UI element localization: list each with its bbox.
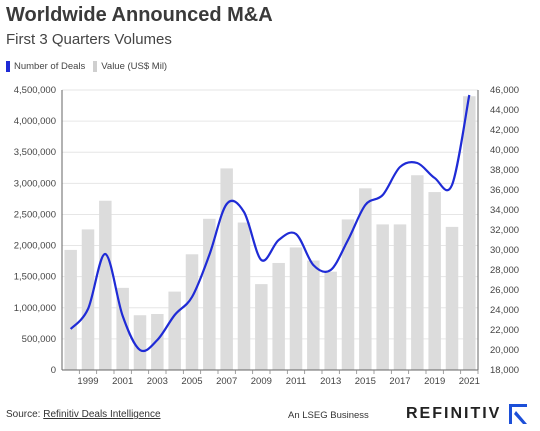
chart: 0 500,000 1,000,000 1,500,000 2,000,000 2,500… (14, 85, 519, 387)
bar (341, 219, 355, 370)
y-left-tick-label: 3,000,000 (14, 178, 56, 189)
y-right-tick-label: 40,000 (490, 145, 519, 156)
deals-line (69, 94, 471, 353)
legend: Number of Deals Value (US$ Mil) (6, 61, 175, 72)
y-left-tick-label: 1,500,000 (14, 272, 56, 283)
bar (411, 175, 424, 370)
bar (151, 314, 164, 370)
x-tick-label: 2015 (355, 376, 376, 387)
source-prefix: Source: (6, 409, 44, 420)
bar (272, 262, 285, 370)
y-right-tick-label: 32,000 (490, 225, 519, 236)
y-left-tick-label: 2,000,000 (14, 241, 56, 252)
y-right-tick-label: 36,000 (490, 185, 519, 196)
bar (307, 260, 320, 370)
y-left-tick-label: 4,000,000 (14, 116, 56, 127)
bar (133, 315, 147, 370)
y-left-tick-label: 3,500,000 (14, 147, 56, 158)
y-left-tick-label: 500,000 (22, 334, 56, 345)
x-tick-label: 2013 (320, 376, 341, 387)
source-link[interactable]: Refinitiv Deals Intelligence (43, 409, 161, 420)
y-right-tick-label: 44,000 (490, 105, 519, 116)
y-right-tick-label: 46,000 (490, 85, 519, 96)
y-right-tick-label: 26,000 (490, 285, 519, 296)
y-right-tick-label: 18,000 (490, 365, 519, 376)
refinitiv-logo: REFINITIV (406, 402, 529, 426)
y-left-tick-label: 4,500,000 (14, 85, 56, 96)
y-left-tick-label: 1,000,000 (14, 303, 56, 314)
refinitiv-mark-icon (509, 404, 528, 424)
chart-title: Worldwide Announced M&A (6, 4, 273, 26)
y-right-tick-label: 22,000 (490, 325, 519, 336)
x-tick-label: 2007 (216, 376, 237, 387)
y-right-tick-label: 30,000 (490, 245, 519, 256)
x-tick-label: 2021 (459, 376, 480, 387)
bar (428, 192, 441, 370)
legend-label-deals: Number of Deals (14, 61, 86, 72)
bar (185, 254, 199, 370)
bar (220, 168, 233, 370)
x-tick-label: 2001 (112, 376, 133, 387)
source-note: Source: Refinitiv Deals Intelligence (6, 409, 161, 420)
bar (64, 249, 77, 370)
bar (324, 271, 337, 370)
x-tick-label: 2019 (424, 376, 445, 387)
bar (289, 247, 303, 370)
y-right-tick-label: 34,000 (490, 205, 519, 216)
y-right-tick-label: 42,000 (490, 125, 519, 136)
logo-text: REFINITIV (406, 405, 502, 422)
bar (445, 226, 459, 370)
y-right-tick-label: 28,000 (490, 265, 519, 276)
chart-subtitle: First 3 Quarters Volumes (6, 31, 172, 48)
x-tick-label: 1999 (77, 376, 98, 387)
legend-item-deals: Number of Deals (6, 61, 85, 72)
bar (203, 218, 216, 370)
y-right-tick-label: 20,000 (490, 345, 519, 356)
x-tick-label: 2011 (286, 376, 306, 387)
y-right-tick-label: 24,000 (490, 305, 519, 316)
x-tick-label: 2017 (389, 376, 410, 387)
bar (81, 229, 95, 370)
bar (359, 188, 372, 370)
lseg-business-label: An LSEG Business (288, 410, 369, 421)
x-tick-label: 2005 (181, 376, 202, 387)
x-tick-label: 2003 (147, 376, 168, 387)
bar (463, 96, 476, 370)
legend-label-value: Value (US$ Mil) (101, 61, 168, 72)
legend-swatch-value (93, 61, 98, 72)
bar (168, 291, 181, 370)
bar (255, 284, 268, 370)
y-right-tick-label: 38,000 (490, 165, 519, 176)
bar (393, 224, 407, 370)
y-left-tick-label: 2,500,000 (14, 209, 56, 220)
legend-item-value: Value (US$ Mil) (93, 61, 167, 72)
bar (376, 224, 389, 370)
x-tick-label: 2009 (251, 376, 272, 387)
bar (237, 222, 251, 370)
y-left-tick-label: 0 (51, 365, 56, 376)
bar (99, 200, 112, 370)
legend-swatch-deals (6, 61, 10, 72)
